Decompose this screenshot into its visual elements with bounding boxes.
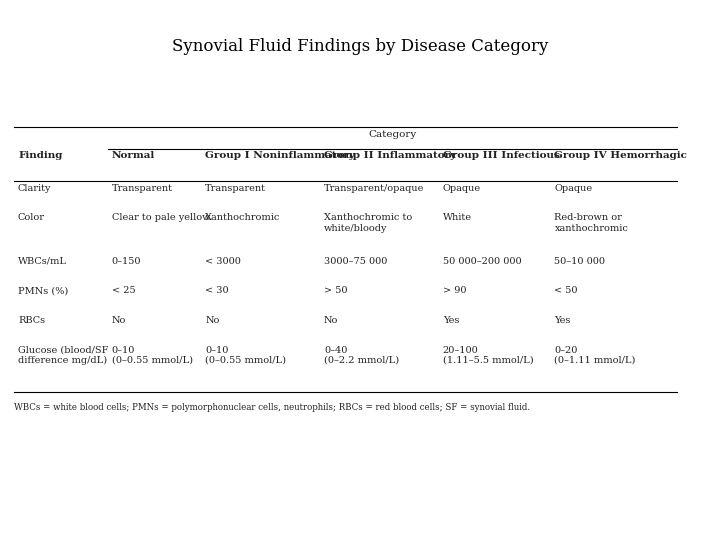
Text: Transparent/opaque: Transparent/opaque bbox=[324, 184, 424, 193]
Text: Clarity: Clarity bbox=[18, 184, 52, 193]
Text: Transparent: Transparent bbox=[205, 184, 266, 193]
Text: No: No bbox=[205, 316, 220, 325]
Text: Opaque: Opaque bbox=[443, 184, 481, 193]
Text: > 90: > 90 bbox=[443, 286, 467, 295]
Text: WBCs/mL: WBCs/mL bbox=[18, 256, 67, 266]
Text: 0–10
(0–0.55 mmol/L): 0–10 (0–0.55 mmol/L) bbox=[112, 346, 193, 365]
Text: 0–20
(0–1.11 mmol/L): 0–20 (0–1.11 mmol/L) bbox=[554, 346, 636, 365]
Text: Category: Category bbox=[368, 130, 417, 139]
Text: Group II Inflammatory: Group II Inflammatory bbox=[324, 151, 456, 160]
Text: > 50: > 50 bbox=[324, 286, 348, 295]
Text: 3000–75 000: 3000–75 000 bbox=[324, 256, 387, 266]
Text: Group IV Hemorrhagic: Group IV Hemorrhagic bbox=[554, 151, 688, 160]
Text: 0–40
(0–2.2 mmol/L): 0–40 (0–2.2 mmol/L) bbox=[324, 346, 399, 365]
Text: 50–10 000: 50–10 000 bbox=[554, 256, 606, 266]
Text: 0–10
(0–0.55 mmol/L): 0–10 (0–0.55 mmol/L) bbox=[205, 346, 287, 365]
Text: Normal: Normal bbox=[112, 151, 155, 160]
Text: No: No bbox=[324, 316, 338, 325]
Text: < 50: < 50 bbox=[554, 286, 578, 295]
Text: Group III Infectious: Group III Infectious bbox=[443, 151, 559, 160]
Text: Glucose (blood/SF
difference mg/dL): Glucose (blood/SF difference mg/dL) bbox=[18, 346, 109, 365]
Text: Red-brown or
xanthochromic: Red-brown or xanthochromic bbox=[554, 213, 629, 233]
Text: Transparent: Transparent bbox=[112, 184, 173, 193]
Text: Color: Color bbox=[18, 213, 45, 222]
Text: PMNs (%): PMNs (%) bbox=[18, 286, 68, 295]
Text: Clear to pale yellow: Clear to pale yellow bbox=[112, 213, 210, 222]
Text: Xanthochromic: Xanthochromic bbox=[205, 213, 281, 222]
Text: < 25: < 25 bbox=[112, 286, 135, 295]
Text: No: No bbox=[112, 316, 126, 325]
Text: 20–100
(1.11–5.5 mmol/L): 20–100 (1.11–5.5 mmol/L) bbox=[443, 346, 534, 365]
Text: < 30: < 30 bbox=[205, 286, 229, 295]
Text: Synovial Fluid Findings by Disease Category: Synovial Fluid Findings by Disease Categ… bbox=[172, 38, 548, 55]
Text: < 3000: < 3000 bbox=[205, 256, 241, 266]
Text: Group I Noninflammatory: Group I Noninflammatory bbox=[205, 151, 355, 160]
Text: Opaque: Opaque bbox=[554, 184, 593, 193]
Text: Finding: Finding bbox=[18, 151, 63, 160]
Text: WBCs = white blood cells; PMNs = polymorphonuclear cells, neutrophils; RBCs = re: WBCs = white blood cells; PMNs = polymor… bbox=[14, 403, 531, 413]
Text: RBCs: RBCs bbox=[18, 316, 45, 325]
Text: 0–150: 0–150 bbox=[112, 256, 141, 266]
Text: Xanthochromic to
white/bloody: Xanthochromic to white/bloody bbox=[324, 213, 413, 233]
Text: White: White bbox=[443, 213, 472, 222]
Text: Yes: Yes bbox=[443, 316, 459, 325]
Text: 50 000–200 000: 50 000–200 000 bbox=[443, 256, 521, 266]
Text: Yes: Yes bbox=[554, 316, 571, 325]
